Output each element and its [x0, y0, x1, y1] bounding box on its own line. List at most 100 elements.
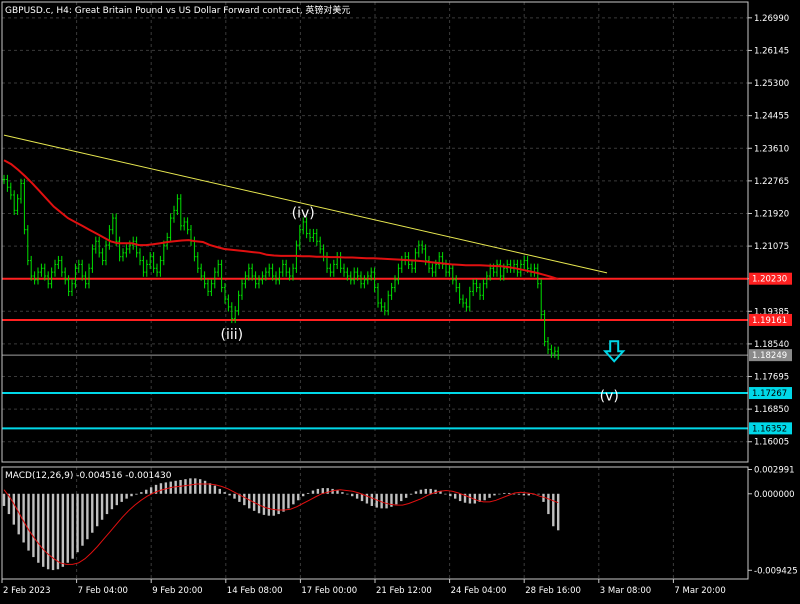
macd-histogram-bar	[434, 489, 437, 494]
macd-histogram-bar	[233, 493, 236, 499]
macd-histogram-bar	[503, 492, 506, 494]
macd-histogram-bar	[522, 493, 526, 496]
price-tick-label: 1.18540	[754, 340, 789, 350]
macd-histogram-bar	[454, 493, 457, 499]
macd-histogram-bar	[218, 488, 221, 494]
macd-histogram-bar	[385, 493, 388, 509]
macd-histogram-bar	[341, 492, 344, 494]
macd-histogram-bar	[404, 493, 408, 498]
macd-histogram-bar	[22, 493, 25, 543]
time-axis[interactable]: 2 Feb 2023 7 Feb 04:00 9 Feb 20:00 14 Feb 0…	[1, 579, 726, 596]
macd-tick-label: 0.000000	[754, 490, 795, 500]
time-tick-label: 7 Feb 04:00	[78, 586, 128, 596]
macd-title: MACD(12,26,9) -0.004516 -0.001430	[5, 471, 172, 481]
macd-histogram-bar	[115, 493, 119, 506]
macd-histogram-bar	[71, 493, 74, 559]
macd-histogram-bar	[2, 493, 6, 506]
macd-histogram-bar	[27, 493, 30, 551]
time-tick-label: 3 Mar 08:00	[600, 586, 651, 596]
wave-label: (iv)	[292, 205, 315, 221]
macd-histogram-bar	[272, 493, 275, 516]
macd-histogram-bar	[512, 493, 516, 495]
macd-histogram-bar	[95, 493, 99, 527]
macd-histogram-bar	[517, 493, 521, 495]
price-tag-box	[749, 349, 792, 362]
macd-histogram-bar	[12, 493, 16, 525]
trendline[interactable]	[3, 134, 608, 274]
macd-histogram-bar	[91, 493, 94, 533]
macd-histogram-bar	[46, 493, 50, 570]
macd-histogram-bar	[198, 479, 202, 494]
time-tick-label: 17 Feb 00:00	[301, 586, 357, 596]
price-tag-resistance[interactable]: 1.19161	[749, 313, 792, 326]
macd-histogram-bar	[179, 479, 182, 494]
macd-histogram-bar	[527, 493, 530, 496]
macd-histogram-bar	[56, 493, 60, 570]
price-tick-label: 1.22765	[754, 177, 789, 187]
wave-annotations: (iii) (iv) (v)	[221, 205, 626, 405]
macd-histogram-bar	[390, 493, 393, 507]
macd-histogram-bar	[164, 482, 168, 494]
macd-histogram-bar	[478, 493, 481, 502]
macd-histogram-bar	[203, 480, 207, 494]
macd-histogram-bar	[326, 488, 329, 494]
macd-histogram-bar	[547, 493, 550, 515]
price-tag-label: 1.19161	[752, 316, 787, 326]
macd-histogram-bar	[365, 493, 369, 504]
macd-histogram-bar	[184, 479, 187, 494]
macd-histogram-bar	[208, 483, 212, 494]
macd-histogram-bar	[76, 493, 79, 553]
chart-title: GBPUSD.c, H4: Great Britain Pound vs US …	[5, 4, 350, 16]
macd-signal-line	[3, 483, 559, 565]
trendline-resistance[interactable]	[3, 134, 608, 274]
price-tag-box	[749, 387, 792, 400]
price-tag-label: 1.20230	[752, 275, 787, 285]
macd-histogram-bar	[51, 493, 55, 571]
macd-histogram-bar	[277, 493, 280, 515]
macd-histogram-bar	[316, 488, 320, 494]
price-tick-label: 1.21075	[754, 242, 789, 252]
macd-histogram-bar	[468, 493, 472, 504]
price-tag-box	[749, 422, 792, 435]
macd-histogram-bar	[17, 493, 20, 535]
macd-histogram-bar	[346, 493, 349, 495]
macd-histogram-bar	[458, 493, 462, 502]
macd-histogram-bar	[409, 493, 413, 495]
macd-histogram-bar	[292, 493, 295, 505]
price-tag-current-price[interactable]: 1.18249	[749, 349, 792, 362]
macd-histogram-bar	[189, 478, 192, 494]
macd-histogram-bar	[145, 489, 148, 494]
macd-histogram-bar	[301, 493, 305, 497]
macd-histogram-bar	[400, 493, 403, 502]
macd-histogram-bar	[194, 478, 197, 494]
macd-histogram-bar	[262, 493, 266, 515]
price-bars	[2, 174, 560, 360]
price-tag-support[interactable]: 1.16352	[749, 422, 792, 435]
wave-label: (iii)	[221, 327, 244, 343]
time-tick-label: 9 Feb 20:00	[152, 586, 202, 596]
macd-histogram-bar	[463, 493, 467, 503]
price-tick-label: 1.16005	[754, 438, 789, 448]
price-panel-frame	[1, 1, 749, 463]
macd-histogram-bar	[444, 493, 447, 495]
price-tag-resistance[interactable]: 1.20230	[749, 272, 792, 285]
macd-histogram-bar	[228, 493, 231, 496]
price-tick-label: 1.21920	[754, 209, 789, 219]
macd-histogram-bar	[306, 492, 310, 494]
macd-histogram-bar	[86, 493, 89, 540]
macd-histogram-bar	[7, 493, 11, 515]
macd-tick-label: -0.009425	[754, 566, 798, 576]
wave-label: (v)	[600, 389, 619, 405]
macd-histogram-bar	[351, 493, 354, 497]
price-tick-label: 1.23610	[754, 144, 789, 154]
macd-histogram-bar	[248, 493, 251, 509]
horizontal-lines[interactable]	[2, 277, 748, 430]
price-tick-label: 1.24455	[754, 112, 789, 122]
macd-histogram-bar	[537, 493, 540, 495]
price-tag-support[interactable]: 1.17267	[749, 387, 792, 400]
macd-histogram-bar	[32, 493, 35, 558]
price-axis[interactable]: 1.26990 1.26145 1.25300 1.24455 1.23610 1.227…	[748, 14, 792, 448]
down-arrow-icon	[602, 340, 626, 363]
macd-histogram-bar	[42, 493, 45, 567]
